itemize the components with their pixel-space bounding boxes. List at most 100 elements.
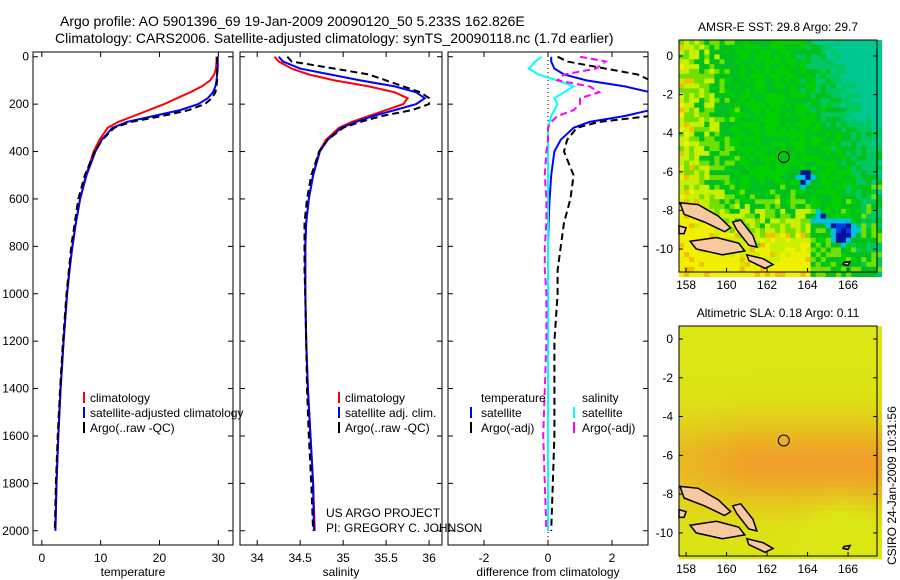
map-cell <box>714 456 721 463</box>
map-cell <box>861 97 867 104</box>
map-cell <box>825 228 832 234</box>
map-cell <box>820 228 827 234</box>
map-cell <box>744 393 751 400</box>
map-cell <box>780 155 786 162</box>
map-cell <box>719 102 726 109</box>
map-cell <box>851 170 857 176</box>
map-cell <box>825 350 832 356</box>
map-cell <box>846 266 852 273</box>
map-cell <box>800 369 807 375</box>
legend-temp-satellite: satellite <box>481 406 522 420</box>
map-cell <box>724 49 731 56</box>
map-cell <box>785 452 791 458</box>
lon-tick-label: 166 <box>838 278 858 292</box>
map-cell <box>835 97 842 104</box>
map-cell <box>841 204 847 210</box>
map-cell <box>744 500 751 506</box>
map-cell <box>785 510 791 516</box>
map-cell <box>679 519 685 526</box>
map-cell <box>830 59 837 65</box>
map-cell <box>876 534 883 540</box>
map-cell <box>800 59 807 65</box>
map-cell <box>775 194 781 200</box>
map-cell <box>861 204 867 210</box>
map-cell <box>689 364 695 371</box>
map-cell <box>709 437 716 443</box>
map-cell <box>780 427 786 434</box>
map-cell <box>846 184 852 191</box>
map-cell <box>810 266 817 273</box>
map-cell <box>749 73 756 80</box>
map-cell <box>841 237 847 244</box>
map-cell <box>795 413 802 419</box>
map-cell <box>800 223 807 229</box>
map-cell <box>704 73 710 80</box>
map-cell <box>810 165 817 171</box>
map-cell <box>729 262 736 268</box>
map-cell <box>780 389 786 395</box>
map-cell <box>704 505 710 511</box>
map-cell <box>785 252 791 258</box>
map-cell <box>825 369 832 375</box>
map-cell <box>749 355 756 361</box>
map-cell <box>684 146 690 152</box>
map-cell <box>704 471 710 477</box>
map-cell <box>775 141 781 147</box>
map-cell <box>704 379 710 385</box>
map-cell <box>760 102 766 109</box>
map-cell <box>679 466 685 472</box>
map-cell <box>795 427 802 434</box>
map-cell <box>810 78 817 84</box>
map-cell <box>800 179 807 186</box>
map-cell <box>689 126 695 133</box>
map-cell <box>825 69 832 75</box>
map-cell <box>790 204 796 210</box>
map-cell <box>876 126 883 133</box>
map-cell <box>790 553 796 560</box>
map-cell <box>684 359 690 366</box>
lat-tick-label: -2 <box>662 371 673 385</box>
map-cell <box>856 49 862 56</box>
map-cell <box>689 398 695 405</box>
map-cell <box>729 54 736 60</box>
map-cell <box>846 122 852 128</box>
map-cell <box>780 160 786 166</box>
map-cell <box>684 257 690 263</box>
map-cell <box>770 447 776 453</box>
map-cell <box>861 247 867 253</box>
map-cell <box>694 102 700 109</box>
map-cell <box>689 189 695 195</box>
map-cell <box>820 54 827 60</box>
map-cell <box>694 126 700 133</box>
map-cell <box>851 505 857 511</box>
map-cell <box>841 500 847 506</box>
map-cell <box>780 237 786 244</box>
map-cell <box>760 146 766 152</box>
map-cell <box>815 223 822 229</box>
map-cell <box>785 170 791 176</box>
map-cell <box>861 389 867 395</box>
map-cell <box>694 403 700 409</box>
map-cell <box>754 237 761 244</box>
map-cell <box>805 69 812 75</box>
map-cell <box>830 213 837 220</box>
map-cell <box>866 519 872 526</box>
map-cell <box>694 389 700 395</box>
map-cell <box>815 237 822 244</box>
map-cell <box>871 330 877 337</box>
map-cell <box>846 442 852 448</box>
map-cell <box>785 524 791 531</box>
map-cell <box>714 442 721 448</box>
map-cell <box>729 519 736 526</box>
map-cell <box>825 379 832 385</box>
map-cell <box>734 384 741 390</box>
y-tick-label: 1200 <box>2 334 29 348</box>
map-cell <box>775 78 781 84</box>
map-cell <box>689 326 695 332</box>
map-cell <box>749 505 756 511</box>
map-cell <box>876 165 883 171</box>
map-cell <box>785 233 791 239</box>
map-cell <box>729 476 736 482</box>
map-cell <box>861 364 867 371</box>
map-cell <box>699 384 705 390</box>
